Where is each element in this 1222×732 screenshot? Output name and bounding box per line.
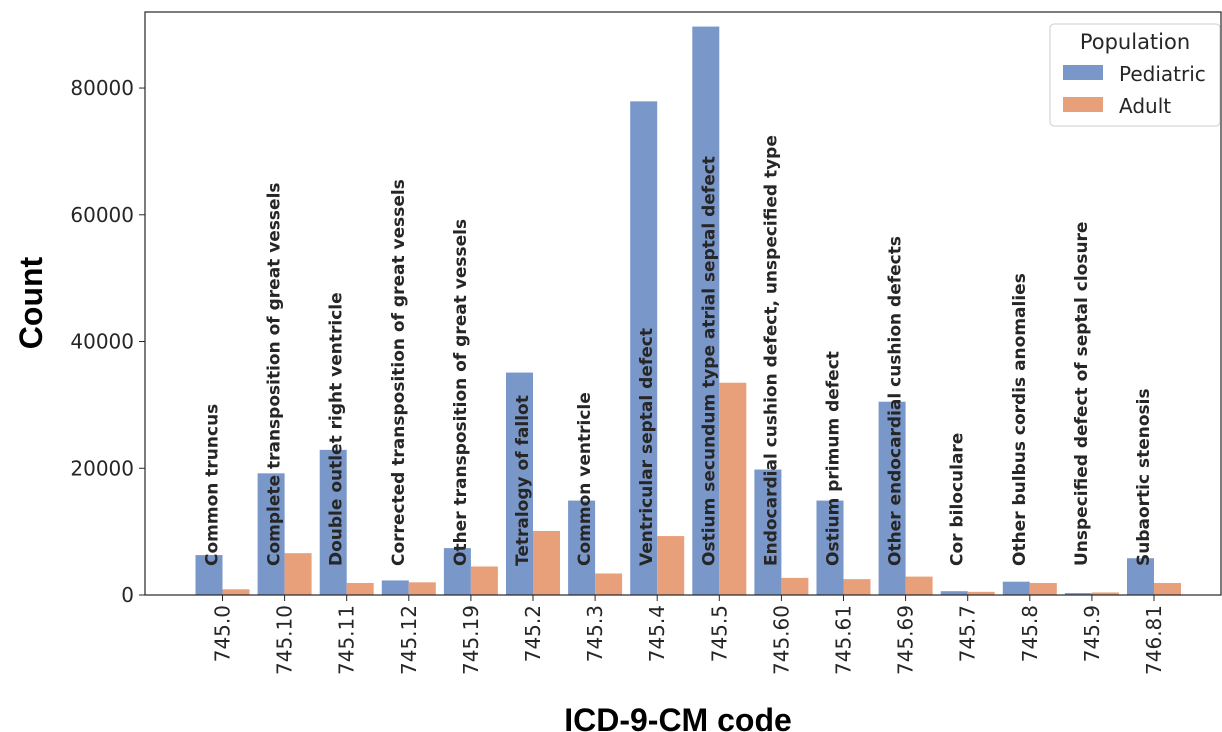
bar-adult-745-10 (284, 553, 312, 595)
x-tick-label: 745.7 (956, 605, 980, 662)
legend-label-pediatric: Pediatric (1119, 62, 1206, 86)
bar-pediatric-745-3 (568, 500, 596, 595)
bar-description-label: Other bulbus cordis anomalies (1010, 273, 1030, 566)
y-tick-label: 80000 (70, 76, 134, 100)
bar-adult-745-2 (533, 530, 560, 595)
x-tick-label: 745.12 (397, 605, 421, 675)
x-tick-label: 745.61 (832, 605, 856, 675)
bar-description-label: Complete transposition of great vessels (265, 182, 285, 566)
x-axis-title: ICD-9-CM code (564, 702, 792, 732)
bar-adult-745-12 (408, 582, 436, 595)
bar-pediatric-745-12 (381, 580, 409, 595)
y-axis-ticks: 0 20000 40000 60000 80000 (70, 76, 145, 607)
bar-pediatric-745-5 (692, 26, 720, 595)
bar-adult-745-69 (905, 576, 933, 595)
bars-group (195, 26, 1181, 596)
bar-description-label: Tetralogy of fallot (513, 395, 533, 566)
bar-adult-745-8 (1029, 582, 1057, 595)
bar-pediatric-745-7 (940, 591, 968, 595)
x-tick-label: 745.3 (583, 605, 607, 662)
x-axis-ticks: 745.0 745.10 745.11 745.12 745.19 745.2 745.3 7… (211, 595, 1166, 675)
bar-pediatric-745-4 (630, 101, 658, 596)
bar-adult-745-3 (595, 573, 623, 595)
y-tick-label: 60000 (70, 203, 134, 227)
bar-pediatric-745-0 (195, 555, 223, 595)
bar-description-label: Cor biloculare (948, 433, 968, 566)
x-tick-label: 745.8 (1018, 605, 1042, 662)
bar-description-label: Other endocardial cushion defects (886, 236, 906, 566)
legend-title: Population (1080, 30, 1190, 54)
y-tick-label: 0 (121, 583, 134, 607)
legend: Population Pediatric Adult (1049, 23, 1221, 127)
bar-description-label: Corrected transposition of great vessels (389, 179, 409, 566)
bar-description-label: Other transposition of great vessels (451, 219, 471, 566)
bar-adult-745-5 (719, 382, 747, 595)
bar-description-label: Ostium secundum type atrial septal defec… (699, 156, 719, 566)
bar-pediatric-745-69 (878, 401, 906, 595)
bar-pediatric-745-9 (1064, 593, 1092, 595)
legend-label-adult: Adult (1119, 94, 1171, 118)
bar-adult-745-0 (222, 589, 250, 595)
bar-description-label: Common truncus (203, 404, 223, 566)
y-tick-label: 40000 (70, 330, 134, 354)
bar-adult-745-19 (470, 566, 498, 595)
bar-pediatric-745-61 (816, 500, 844, 595)
x-tick-label: 746.81 (1142, 605, 1166, 675)
x-tick-label: 745.4 (645, 605, 669, 662)
bar-description-label: Unspecified defect of septal closure (1072, 222, 1092, 566)
bar-description-label: Common ventricle (575, 392, 595, 566)
x-tick-label: 745.69 (894, 605, 918, 675)
bar-adult-745-11 (346, 582, 374, 595)
plot-frame (144, 11, 1222, 596)
bar-pediatric-745-10 (257, 473, 285, 595)
bar-adult-745-60 (781, 577, 809, 595)
x-tick-label: 745.60 (769, 605, 793, 675)
x-tick-label: 745.2 (521, 605, 545, 662)
bar-pediatric-745-8 (1002, 581, 1030, 595)
bar-pediatric-745-11 (319, 449, 347, 595)
bar-pediatric-746-81 (1127, 558, 1154, 595)
bar-labels-group: Common truncus Complete transposition of … (203, 135, 1155, 566)
x-tick-label: 745.5 (707, 605, 731, 662)
bar-pediatric-745-2 (506, 372, 533, 595)
bar-description-label: Double outlet right ventricle (327, 292, 347, 566)
bar-pediatric-745-19 (443, 548, 471, 595)
bar-description-label: Ostium primum defect (824, 351, 844, 566)
bar-adult-745-9 (1091, 592, 1119, 595)
bar-description-label: Subaortic stenosis (1134, 388, 1154, 566)
x-tick-label: 745.11 (335, 605, 359, 675)
bar-adult-745-4 (657, 536, 685, 595)
x-tick-label: 745.0 (211, 605, 235, 662)
x-tick-label: 745.10 (273, 605, 297, 675)
bar-pediatric-745-60 (754, 469, 782, 595)
legend-swatch-pediatric (1063, 65, 1103, 80)
x-tick-label: 745.9 (1080, 605, 1104, 662)
bar-adult-745-61 (843, 579, 871, 595)
x-tick-label: 745.19 (459, 605, 483, 675)
bar-description-label: Endocardial cushion defect, unspecified … (761, 135, 781, 566)
bar-description-label: Ventricular septal defect (637, 328, 657, 566)
y-axis-title: Count (13, 256, 49, 349)
legend-swatch-adult (1063, 97, 1103, 112)
bar-adult-745-7 (967, 591, 995, 595)
y-tick-label: 20000 (70, 456, 134, 480)
bar-adult-746-81 (1154, 582, 1181, 595)
